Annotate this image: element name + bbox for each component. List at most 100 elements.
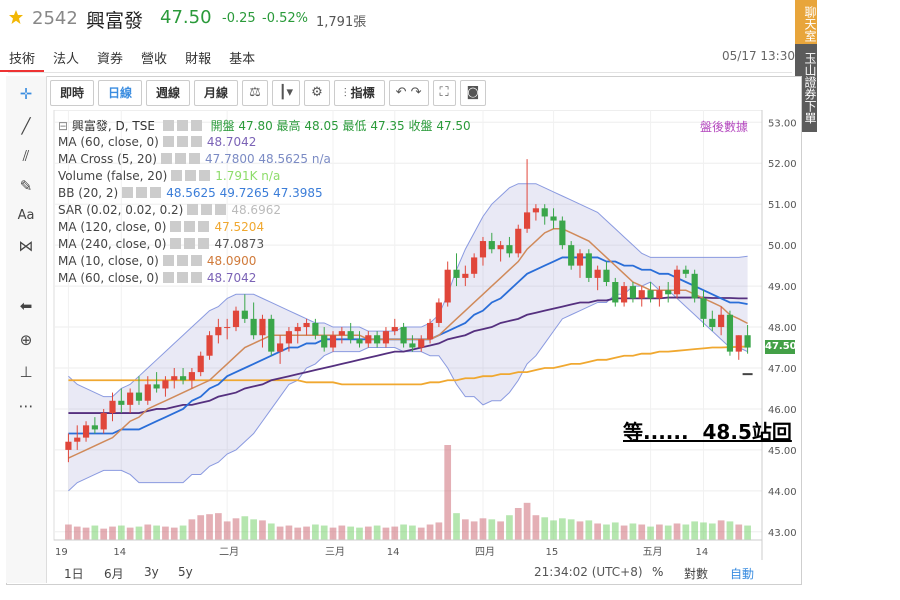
trend-line-icon[interactable]: ╱ <box>21 117 31 135</box>
clock-readout: 21:34:02 (UTC+8) <box>534 565 643 579</box>
interval-weekly-button[interactable]: 週線 <box>146 80 191 106</box>
candle-body <box>691 273 698 299</box>
after-hours-link[interactable]: 盤後數據 <box>700 118 748 135</box>
tab-financials[interactable]: 財報 <box>185 52 212 67</box>
legend-row: MA (60, close, 0) 48.7042 <box>58 270 331 287</box>
legend-title-controls[interactable] <box>162 120 203 131</box>
volume-bar <box>506 515 513 540</box>
price-change: -0.25 <box>222 11 256 26</box>
collapse-icon[interactable]: ⊟ <box>58 119 72 133</box>
tab-revenue[interactable]: 營收 <box>141 52 168 67</box>
candle-body <box>515 228 522 254</box>
camera-icon[interactable]: ◙ <box>459 80 487 106</box>
volume-bar <box>417 527 425 540</box>
auto-scale-toggle[interactable]: 自動 <box>730 567 755 581</box>
zoom-icon[interactable]: ⊕ <box>19 331 33 349</box>
stock-price: 47.50 <box>160 7 212 28</box>
volume-bar <box>135 526 143 540</box>
bb-lower-line <box>68 281 748 492</box>
volume-bar <box>382 527 390 540</box>
range-6m-button[interactable]: 6月 <box>104 567 124 581</box>
legend-row-controls[interactable] <box>170 221 211 232</box>
candle-body <box>735 335 742 352</box>
undo-redo-icon[interactable]: ↶ ↷ <box>388 80 429 106</box>
measure-icon[interactable]: ⊥ <box>19 363 33 381</box>
candle-body <box>656 290 663 299</box>
volume-bar <box>391 526 399 540</box>
indicators-button[interactable]: ⫶ 指標 <box>333 80 385 106</box>
brush-icon[interactable]: ✎ <box>19 177 33 195</box>
candle-body <box>471 257 478 274</box>
volume-bar <box>691 521 699 540</box>
stock-name: 興富發 <box>86 10 144 32</box>
ma10-line <box>68 228 748 459</box>
section-tabs: 技術 法人 資券 營收 財報 基本 <box>0 44 264 72</box>
volume-bar <box>188 519 196 540</box>
volume-bar <box>638 524 646 540</box>
annotation-text: 等...... 48.5站回 <box>623 420 792 444</box>
tab-margin[interactable]: 資券 <box>97 52 124 67</box>
x-tick-label: 四月 <box>475 546 495 558</box>
volume-bar <box>603 524 610 540</box>
volume-bar <box>364 526 372 540</box>
legend-row-values: 47.5204 <box>214 220 265 234</box>
chart-type-icon[interactable]: ┃▾ <box>271 80 301 106</box>
volume-bar <box>400 524 407 540</box>
range-3y-button[interactable]: 3y <box>144 565 159 579</box>
y-tick-label: 45.00 <box>768 446 796 457</box>
candle-body <box>162 380 169 389</box>
legend-row-controls[interactable] <box>162 136 203 147</box>
data-timestamp: 05/17 13:30 <box>722 49 795 63</box>
candle-body <box>65 441 72 450</box>
interval-daily-button[interactable]: 日線 <box>98 80 143 106</box>
interval-monthly-button[interactable]: 月線 <box>194 80 239 106</box>
tab-basic[interactable]: 基本 <box>229 52 256 67</box>
tab-technical[interactable]: 技術 <box>0 44 45 72</box>
candle-body <box>188 372 195 381</box>
settings-icon[interactable]: ⚙ <box>304 80 330 106</box>
crosshair-icon[interactable]: ✛ <box>19 85 33 103</box>
fullscreen-icon[interactable]: ⛶ <box>432 80 456 106</box>
text-tool-icon[interactable]: Aa <box>17 208 35 223</box>
legend-row-values: 48.7042 <box>206 135 257 149</box>
legend-row-controls[interactable] <box>160 153 201 164</box>
legend-row-values: 48.5625 49.7265 47.3985 <box>166 186 323 200</box>
interval-realtime-button[interactable]: 即時 <box>50 80 95 106</box>
volume-bar <box>541 517 549 540</box>
volume-bar <box>620 525 628 540</box>
fib-tool-icon[interactable]: ⫽ <box>22 147 30 165</box>
candle-body <box>224 327 231 329</box>
pattern-tool-icon[interactable]: ⋈ <box>18 237 34 255</box>
volume-bar <box>559 518 566 540</box>
legend-row-controls[interactable] <box>162 255 203 266</box>
range-5y-button[interactable]: 5y <box>178 565 193 579</box>
chat-room-button[interactable]: 聊天室 <box>795 0 817 48</box>
candle-body <box>268 318 275 352</box>
legend-row-controls[interactable] <box>122 187 163 198</box>
legend-row-controls[interactable] <box>162 272 203 283</box>
legend-row-controls[interactable] <box>171 170 212 181</box>
volume-bar <box>91 525 99 540</box>
legend-row-values: 48.0900 <box>206 254 257 268</box>
legend-row-controls[interactable] <box>170 238 211 249</box>
volume-bar <box>223 521 231 540</box>
price-change-percent: -0.52% <box>262 11 308 26</box>
legend-row-values: 48.6962 <box>231 203 281 217</box>
favorite-star-icon[interactable] <box>8 9 24 25</box>
range-1d-button[interactable]: 1日 <box>64 567 84 581</box>
price-chart[interactable]: 43.00 44.00 45.00 46.00 47.00 48.00 49.00 50.00… <box>50 110 796 560</box>
x-tick-label: 14 <box>113 547 126 558</box>
volume-bar <box>461 519 469 540</box>
y-tick-label: 52.00 <box>768 159 796 170</box>
more-tools-icon[interactable]: ⋯ <box>18 397 34 415</box>
candle-body <box>532 208 539 213</box>
after-hours-label: 盤後數據 <box>700 120 749 134</box>
tab-institutional[interactable]: 法人 <box>53 52 80 67</box>
compare-scale-icon[interactable]: ⚖ <box>242 80 268 106</box>
legend-row-values: 47.7800 48.5625 n/a <box>204 152 331 166</box>
arrow-left-icon[interactable]: ⬅ <box>19 297 33 315</box>
volume-bar <box>488 519 496 540</box>
percent-toggle[interactable]: % <box>652 565 664 579</box>
legend-row-controls[interactable] <box>187 204 228 215</box>
log-toggle[interactable]: 對數 <box>684 567 709 581</box>
